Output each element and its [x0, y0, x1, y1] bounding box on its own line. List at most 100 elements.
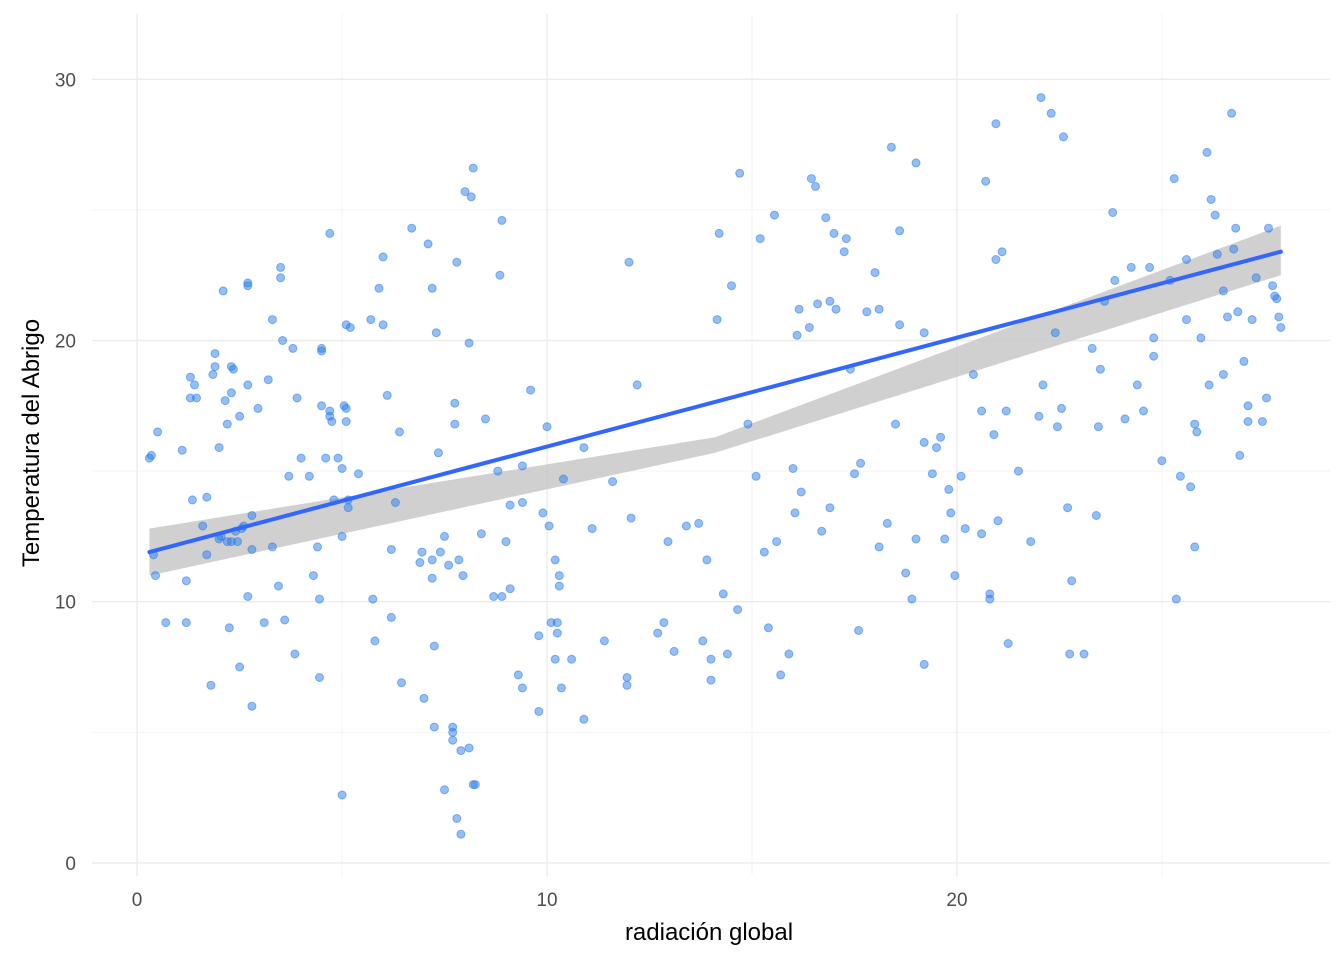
data-point: [337, 531, 347, 541]
data-point: [296, 453, 306, 463]
data-point: [895, 226, 905, 236]
data-point: [1132, 380, 1142, 390]
data-point: [470, 780, 480, 790]
data-point: [325, 406, 335, 416]
data-point: [493, 466, 503, 476]
data-point: [829, 228, 839, 238]
data-point: [706, 675, 716, 685]
data-point: [214, 443, 224, 453]
data-point: [919, 659, 929, 669]
data-point: [208, 370, 218, 379]
data-point: [985, 589, 995, 599]
data-point: [501, 537, 511, 547]
data-point: [1108, 208, 1118, 217]
data-point: [681, 521, 691, 531]
data-point: [813, 299, 823, 309]
data-point: [1052, 422, 1062, 432]
data-point: [444, 560, 454, 570]
data-point: [839, 247, 849, 257]
data-point: [417, 547, 427, 557]
x-tick-label: 0: [132, 890, 143, 911]
data-point: [382, 390, 392, 400]
data-point: [366, 315, 376, 325]
data-point: [1126, 262, 1136, 272]
data-point: [1264, 223, 1273, 233]
data-point: [862, 307, 872, 317]
data-point: [341, 417, 351, 426]
data-point: [804, 323, 814, 332]
data-point: [1157, 456, 1167, 466]
data-point: [841, 234, 851, 244]
data-point: [1057, 403, 1066, 413]
data-point: [1182, 315, 1191, 325]
data-point: [919, 437, 929, 447]
data-points: [144, 93, 1286, 839]
data-point: [304, 471, 314, 481]
y-tick-label: 20: [55, 332, 76, 353]
data-point: [228, 364, 238, 374]
data-point: [1171, 594, 1181, 604]
x-tick-label: 20: [946, 890, 967, 911]
y-tick-label: 0: [65, 854, 76, 875]
data-point: [454, 555, 464, 565]
data-point: [1272, 294, 1282, 304]
y-axis-title: Temperatura del Abrigo: [18, 319, 45, 567]
data-point: [886, 142, 896, 152]
regression-line: [147, 249, 1283, 555]
data-point: [190, 380, 199, 390]
x-axis-title: radiación global: [625, 919, 793, 946]
x-tick-label: 10: [536, 890, 557, 911]
data-point: [550, 555, 560, 565]
data-point: [1034, 411, 1044, 421]
data-point: [817, 526, 827, 536]
data-point: [991, 119, 1001, 129]
data-point: [181, 576, 191, 586]
data-point: [1079, 649, 1089, 659]
data-point: [624, 257, 634, 267]
data-point: [440, 785, 449, 795]
data-point: [153, 427, 163, 437]
data-point: [185, 372, 195, 382]
data-point: [784, 649, 794, 659]
data-point: [1204, 380, 1214, 390]
data-point: [770, 210, 779, 220]
data-point: [247, 701, 257, 711]
data-point: [977, 529, 987, 539]
data-point: [317, 401, 327, 411]
data-point: [856, 458, 866, 468]
data-point: [1149, 351, 1159, 361]
data-point: [550, 654, 560, 664]
data-point: [452, 257, 462, 267]
data-point: [407, 223, 417, 233]
data-point: [1233, 307, 1243, 317]
data-point: [341, 403, 351, 413]
data-point: [192, 393, 201, 403]
data-point: [796, 487, 806, 497]
data-point: [177, 445, 187, 455]
data-point: [1190, 419, 1200, 429]
data-point: [460, 187, 470, 197]
data-point: [663, 537, 673, 547]
data-point: [247, 545, 257, 554]
data-point: [626, 513, 636, 523]
data-point: [415, 558, 425, 567]
data-point: [1110, 275, 1120, 285]
data-point: [1262, 393, 1271, 403]
data-point: [386, 612, 396, 622]
data-point: [1087, 343, 1097, 353]
major-gridlines: [92, 14, 1330, 876]
data-point: [429, 641, 439, 651]
data-point: [321, 453, 331, 463]
data-point: [743, 419, 753, 429]
data-point: [226, 388, 236, 398]
data-point: [1145, 262, 1155, 272]
data-point: [669, 646, 679, 656]
data-point: [587, 524, 597, 534]
data-point: [450, 398, 460, 408]
data-point: [911, 158, 921, 168]
data-point: [1231, 223, 1241, 233]
data-point: [505, 584, 515, 594]
data-point: [378, 252, 388, 262]
data-point: [1218, 286, 1228, 296]
data-point: [790, 508, 800, 518]
